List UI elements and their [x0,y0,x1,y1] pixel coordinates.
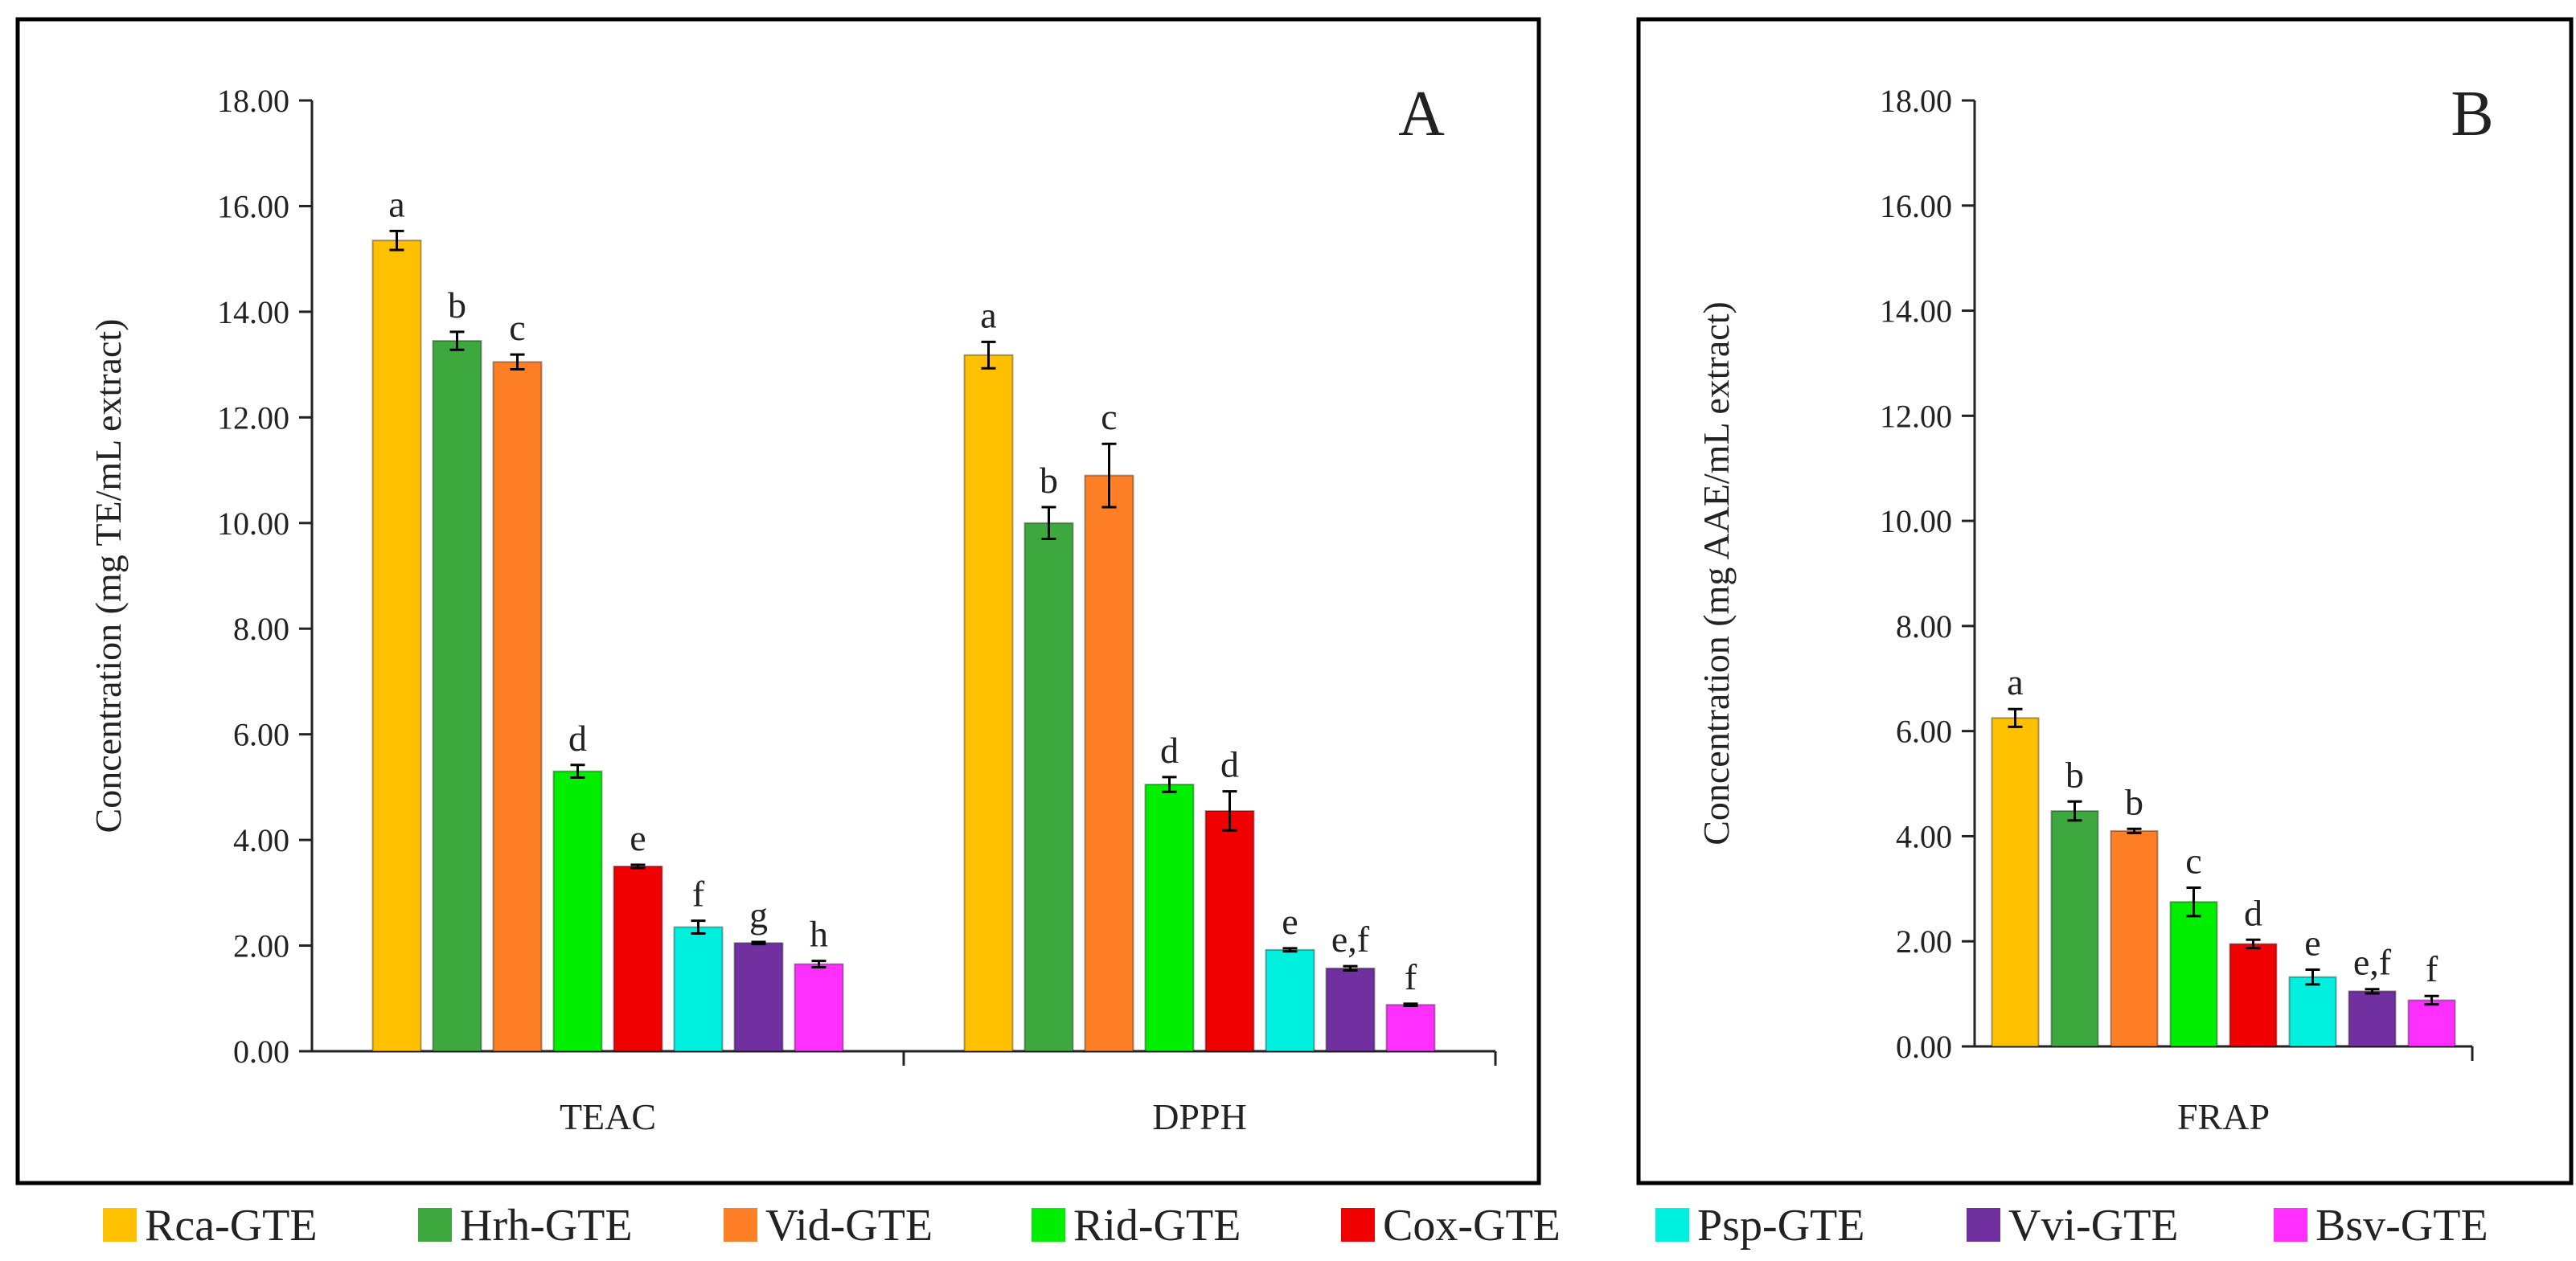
significance-label: f [2426,948,2439,989]
bar [733,942,784,1052]
significance-label: c [509,307,525,348]
bar [1385,1004,1436,1052]
y-tick-label: 4.00 [1896,818,1952,854]
legend-swatch [418,1208,452,1242]
legend: Rca-GTE Hrh-GTE Vid-GTE Rid-GTE Cox-GTE Psp-G… [103,1201,2488,1251]
significance-label: e,f [1331,919,1370,960]
legend-swatch [1341,1208,1375,1242]
y-tick-label: 14.00 [1880,293,1952,330]
bar [1023,522,1074,1052]
bar [963,354,1014,1052]
significance-label: e [630,817,646,858]
bar [2169,901,2218,1047]
bar [1084,474,1134,1052]
y-tick-label: 14.00 [217,294,289,330]
legend-label: Rca-GTE [145,1201,318,1251]
y-tick-label: 16.00 [1880,188,1952,224]
legend-label: Rid-GTE [1073,1201,1241,1251]
legend-swatch [1032,1208,1065,1242]
bar [2110,829,2159,1047]
y-tick-label: 0.00 [233,1034,289,1070]
significance-label: f [692,874,705,915]
bar [673,926,724,1052]
legend-label: Psp-GTE [1697,1201,1864,1251]
bar [1144,784,1195,1052]
bar [1204,809,1255,1052]
y-tick-label: 12.00 [1880,398,1952,434]
x-category-label: DPPH [1152,1096,1247,1137]
panel-a-chart: 0.00 2.00 4.00 6.00 8.00 10.00 12.00 14.00 16.00… [88,83,1497,1137]
legend-swatch [724,1208,757,1242]
significance-label: b [448,285,466,325]
bar [1325,967,1376,1053]
significance-label: h [810,914,828,955]
bar [1991,717,2040,1047]
bar [2348,990,2397,1048]
y-axis-title: Concentration (mg AAE/mL extract) [1696,301,1737,845]
significance-label: a [388,183,404,224]
bar [2229,943,2278,1048]
y-tick-label: 16.00 [217,188,289,224]
legend-label: Bsv-GTE [2316,1201,2488,1251]
significance-label: c [1101,396,1117,437]
y-tick-label: 8.00 [1896,608,1952,645]
bar [1265,948,1315,1053]
significance-label: c [2185,841,2201,882]
significance-label: b [2065,754,2084,795]
legend-swatch [2274,1208,2307,1242]
legend-swatch [103,1208,137,1242]
y-tick-label: 18.00 [1880,83,1952,119]
legend-label: Hrh-GTE [460,1201,633,1251]
y-tick-label: 8.00 [233,611,289,647]
y-tick-label: 6.00 [1896,714,1952,750]
significance-label: a [980,294,996,335]
legend-label: Vid-GTE [765,1201,933,1251]
significance-label: b [2125,781,2143,822]
y-tick-label: 10.00 [217,506,289,542]
x-category-label: FRAP [2177,1096,2270,1137]
legend-swatch [1655,1208,1689,1242]
y-tick-label: 12.00 [217,399,289,436]
significance-label: d [1160,730,1179,771]
legend-label: Vvi-GTE [2008,1201,2179,1251]
bar [432,340,482,1052]
y-tick-label: 2.00 [1896,923,1952,960]
panel-a-letter: A [1398,79,1445,149]
significance-label: f [1405,956,1417,997]
panel-b-letter: B [2451,79,2493,149]
y-tick-label: 4.00 [233,822,289,858]
legend-swatch [1967,1208,2000,1242]
panel-a-frame [15,17,1541,1185]
y-tick-label: 10.00 [1880,503,1952,539]
x-category-label: TEAC [560,1096,656,1137]
significance-label: e,f [2353,942,2392,983]
significance-label: a [2007,661,2023,702]
y-tick-label: 0.00 [1896,1029,1952,1065]
bar [2288,976,2337,1047]
significance-label: g [749,895,768,936]
significance-label: e [1282,901,1298,942]
panel-b-chart: 0.00 2.00 4.00 6.00 8.00 10.00 12.00 14.00 16.00… [1696,83,2474,1137]
bar [552,770,603,1053]
y-axis-title: Concentration (mg TE/mL extract) [88,319,129,833]
bar [794,963,844,1053]
significance-label: d [1220,744,1239,785]
significance-label: b [1040,460,1058,501]
panel-b-frame [1636,17,2574,1185]
y-tick-label: 2.00 [233,928,289,964]
y-tick-label: 6.00 [233,717,289,753]
significance-label: e [2304,923,2320,964]
significance-label: d [568,718,587,759]
bar [492,361,543,1052]
y-tick-label: 18.00 [217,83,289,119]
bar [2050,810,2099,1048]
bar [371,240,422,1052]
significance-label: d [2244,892,2262,933]
legend-label: Cox-GTE [1383,1201,1561,1251]
bar [2407,999,2456,1047]
bar [613,865,663,1052]
